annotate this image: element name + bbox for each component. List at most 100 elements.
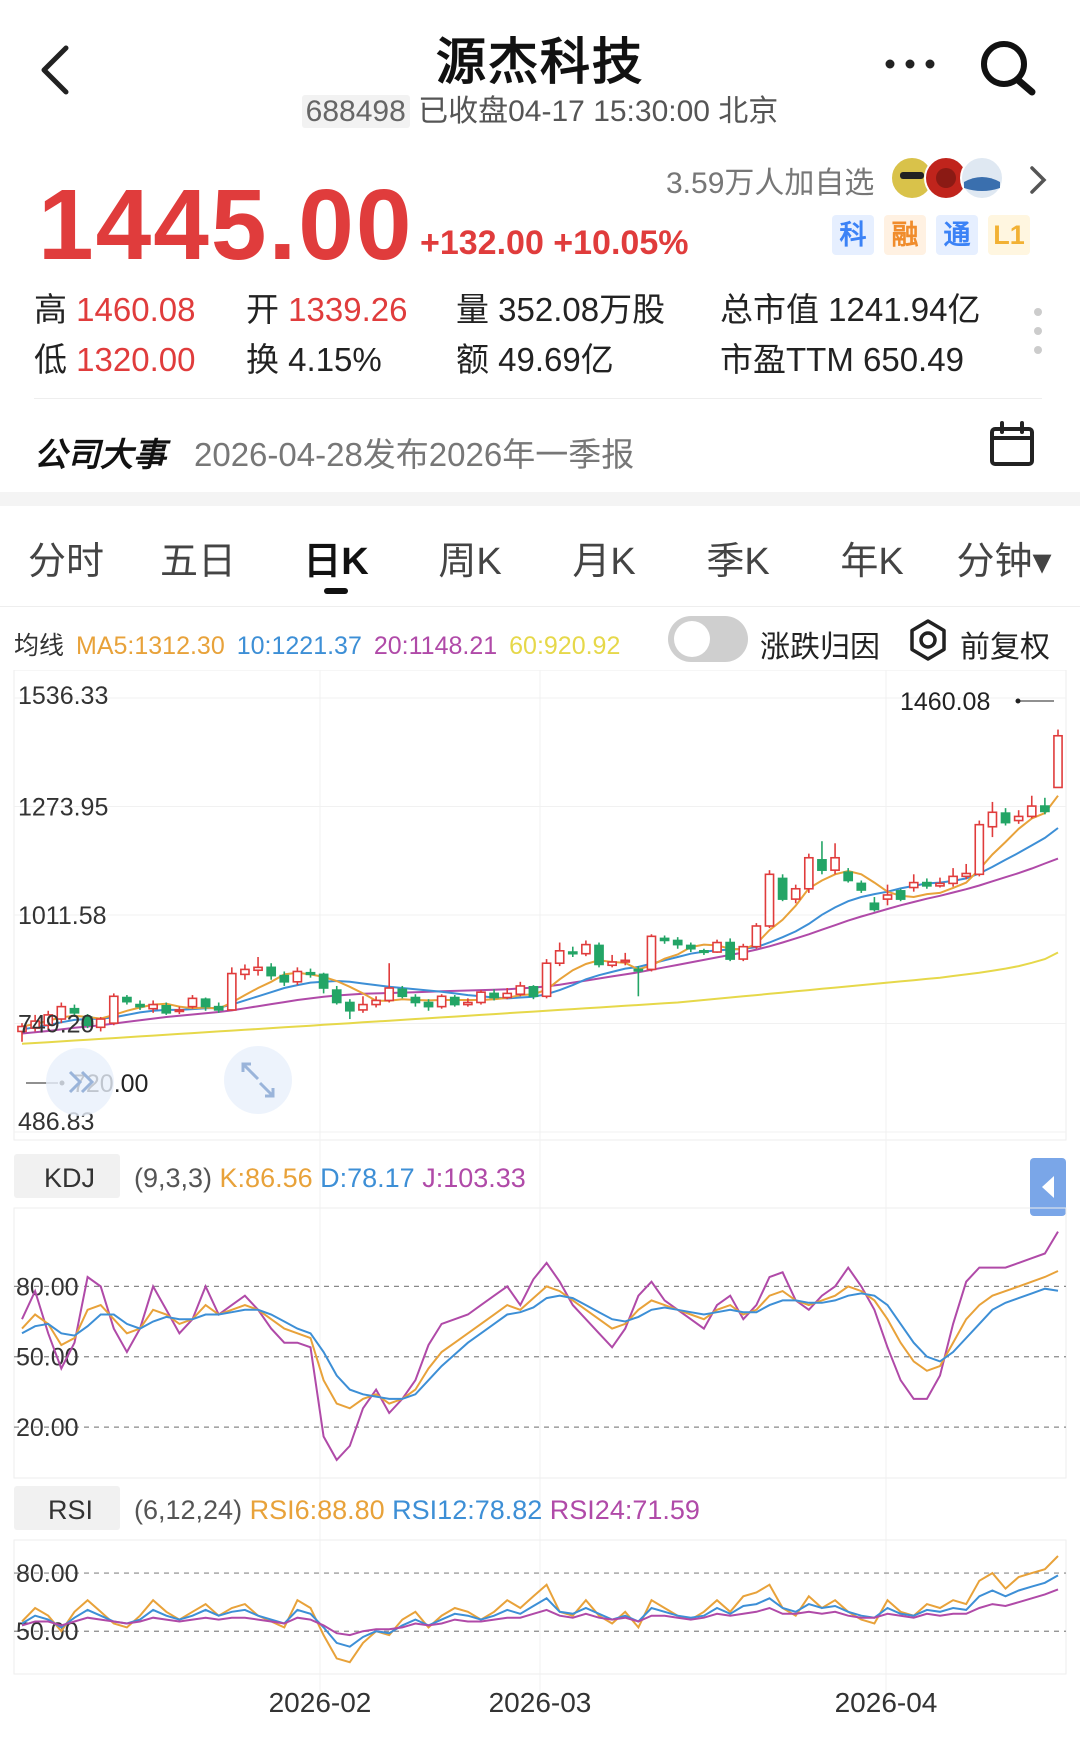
candle-body (502, 992, 513, 999)
kline-chart[interactable]: 1536.331273.951011.58749.20486.831460.08… (0, 670, 1080, 1750)
tab-3[interactable]: 周K (438, 541, 502, 583)
stat-label: 高 (34, 291, 77, 328)
price-axis-label: 1011.58 (18, 902, 107, 930)
stat-label: 市盈TTM (720, 341, 863, 378)
stat-value: 352.08万股 (498, 291, 666, 328)
candle-body (17, 1025, 27, 1033)
stat-label: 低 (34, 341, 77, 378)
candle-body (135, 1003, 145, 1008)
stat-item: 额 49.69亿 (456, 333, 614, 381)
stat-label: 换 (246, 341, 289, 378)
candle-body (108, 995, 119, 1024)
candle-body (240, 968, 250, 976)
rsi-label-box (14, 1486, 120, 1530)
candle-body (725, 941, 736, 960)
tab-7[interactable]: 分钟▾ (956, 541, 1052, 583)
candle-body (292, 970, 303, 983)
triangle-left-icon (1042, 1176, 1054, 1198)
adjust-label[interactable]: 前复权 (960, 631, 1050, 664)
candle-body (817, 859, 827, 871)
candle-body (489, 992, 499, 999)
candle-body (1013, 815, 1024, 822)
candle-body (305, 971, 316, 976)
candle-body (790, 887, 801, 900)
candle-body (620, 959, 631, 963)
candle-body (646, 935, 657, 971)
candle-body (161, 1005, 172, 1014)
candle-body (187, 997, 198, 1008)
tab-0[interactable]: 分时 (27, 541, 104, 583)
candle-body (318, 973, 329, 989)
market-tag: 通 (936, 215, 978, 255)
candle-body (410, 996, 421, 1004)
rsi-legend-item: RSI6:88.80 (242, 1495, 385, 1525)
candle-body (1026, 805, 1037, 818)
candle-body (803, 856, 814, 890)
candle-body (882, 894, 893, 900)
candle-body (69, 1007, 80, 1014)
tab-1[interactable]: 五日 (159, 541, 236, 583)
more-icon[interactable] (880, 44, 940, 84)
current-price: 1445.00 (38, 169, 414, 281)
follower-avatars[interactable] (888, 154, 1008, 202)
candle-body (777, 877, 788, 900)
candle-body (581, 943, 591, 955)
stat-value: 4.15% (288, 341, 382, 378)
candle-body (1053, 734, 1063, 789)
rsi-legend-item: (6,12,24) (134, 1495, 242, 1525)
stat-value: 1460.08 (76, 291, 196, 328)
candle-body (541, 962, 552, 998)
tab-4[interactable]: 月K (572, 541, 636, 583)
candle-body (594, 944, 604, 966)
stock-code: 688498 (301, 95, 410, 128)
expand-icon (241, 1062, 260, 1081)
high-price-annotation: 1460.08 (900, 688, 990, 716)
candle-body (554, 950, 565, 965)
candle-body (921, 881, 932, 887)
ma-value: MA5:1312.30 (76, 632, 225, 660)
expand-stats-icon[interactable] (1030, 306, 1046, 356)
settings-icon[interactable] (906, 618, 950, 662)
stat-item: 量 352.08万股 (456, 283, 665, 331)
kdj-panel-frame (13, 1207, 1067, 1479)
tab-2[interactable]: 日K (303, 541, 369, 583)
candle-body (685, 944, 696, 950)
stock-name: 源杰科技 (436, 34, 644, 90)
candle-body (148, 1003, 159, 1010)
kdj-d-line (21, 1287, 1059, 1400)
candle-body (607, 961, 617, 967)
date-axis-label: 2026-02 (269, 1687, 372, 1718)
rsi-legend-item: RSI24:71.59 (542, 1495, 700, 1525)
price-axis-label: 1536.33 (18, 682, 108, 710)
kdj-axis-label: 80.00 (16, 1273, 79, 1301)
candle-body (476, 991, 486, 1004)
ma-value: 20:1148.21 (373, 632, 498, 660)
candle-body (633, 968, 644, 972)
kdj-legend: (9,3,3) K:86.56 D:78.17 J:103.33 (134, 1163, 526, 1193)
search-icon[interactable] (976, 36, 1040, 100)
calendar-icon[interactable] (988, 420, 1036, 468)
rsi-panel-frame (13, 1539, 1067, 1675)
candle-body (463, 1001, 473, 1006)
tab-5[interactable]: 季K (706, 541, 770, 583)
tab-6[interactable]: 年K (840, 541, 904, 583)
candle-body (279, 974, 290, 983)
ma-value: 60:920.92 (509, 632, 621, 660)
attribution-toggle[interactable] (668, 616, 748, 662)
stock-status: 688498 已收盘04-17 15:30:00 北京 (0, 86, 1080, 130)
candle-body (253, 966, 263, 972)
market-status: 已收盘04-17 15:30:00 北京 (418, 95, 779, 128)
ma20-line (21, 857, 1059, 1035)
candle-body (43, 1014, 54, 1027)
candle-body (122, 996, 132, 1003)
kdj-legend-item: D:78.17 (313, 1163, 415, 1193)
follower-count[interactable]: 3.59万人加自选 (666, 167, 875, 200)
ma-legend: 均线 MA5:1312.30 10:1221.37 20:1148.21 60:920.… (14, 626, 632, 662)
chevron-right-icon[interactable] (1026, 162, 1050, 198)
event-text[interactable]: 2026-04-28发布2026年一季报 (194, 436, 635, 473)
candle-body (30, 1020, 40, 1029)
candle-body (200, 998, 211, 1008)
candle-body (213, 1005, 224, 1011)
back-arrow-icon[interactable] (36, 40, 76, 100)
kdj-legend-item: (9,3,3) (134, 1163, 212, 1193)
